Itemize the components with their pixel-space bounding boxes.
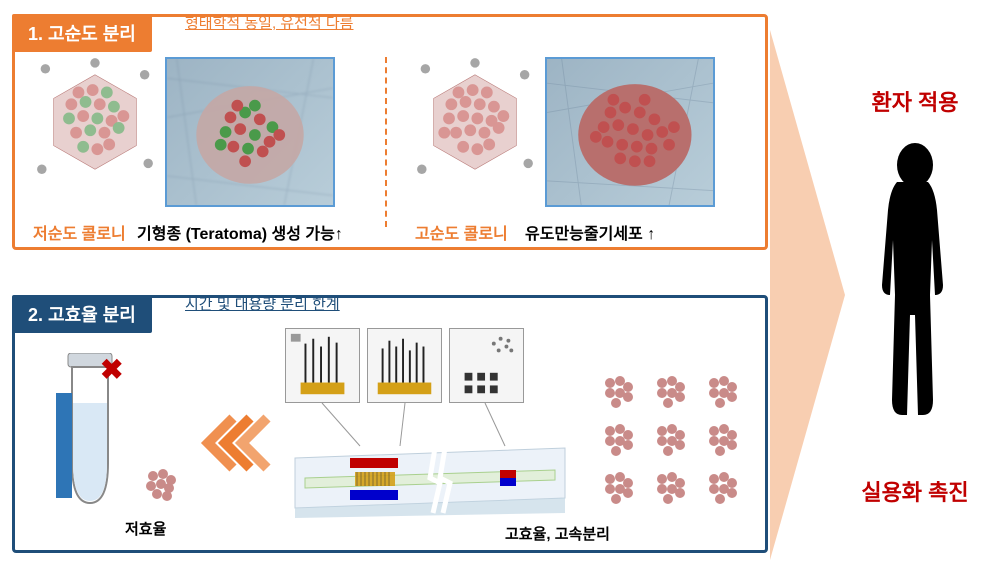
big-arrow-right: [770, 30, 845, 565]
high-efficiency-colonies: [590, 363, 750, 513]
teratoma-label: 기형종 (Teratoma) 생성 가능↑: [137, 220, 343, 244]
panel-high-efficiency: 2. 고효율 분리 시간 및 대용량 분리 한계 Magnet ✖ 저효율: [12, 295, 768, 553]
ipsc-label: 유도만능줄기세포 ↑: [525, 220, 655, 244]
panel1-header: 1. 고순도 분리: [12, 14, 152, 52]
patient-application-label: 환자 적용: [855, 85, 975, 117]
high-purity-microscopy: [545, 57, 715, 207]
low-efficiency-colony: [135, 458, 185, 508]
panel1-subtitle: 형태학적 동일, 유전적 다름: [185, 12, 353, 33]
human-silhouette: [860, 140, 970, 435]
high-purity-label: 고순도 콜로니: [415, 220, 508, 244]
practical-use-label: 실용화 촉진: [845, 475, 985, 507]
panel1-divider: [385, 57, 387, 227]
low-efficiency-label: 저효율: [125, 518, 166, 539]
callout-3: [449, 328, 524, 403]
chevron-left-icon: [195, 413, 275, 478]
panel2-header: 2. 고효율 분리: [12, 295, 152, 333]
low-purity-colony-illustration: [35, 57, 155, 187]
low-purity-label: 저순도 콜로니: [33, 220, 126, 244]
panel-high-purity: 1. 고순도 분리 형태학적 동일, 유전적 다름: [12, 14, 768, 250]
high-efficiency-label: 고효율, 고속분리: [505, 523, 610, 544]
callout-2: [367, 328, 442, 403]
high-purity-colony-illustration: [415, 57, 535, 187]
callout-1: [285, 328, 360, 403]
low-purity-microscopy: [165, 57, 335, 207]
x-fail-icon: ✖: [100, 353, 123, 386]
microfluidic-chip: [285, 428, 575, 518]
panel2-subtitle: 시간 및 대용량 분리 한계: [185, 293, 340, 314]
